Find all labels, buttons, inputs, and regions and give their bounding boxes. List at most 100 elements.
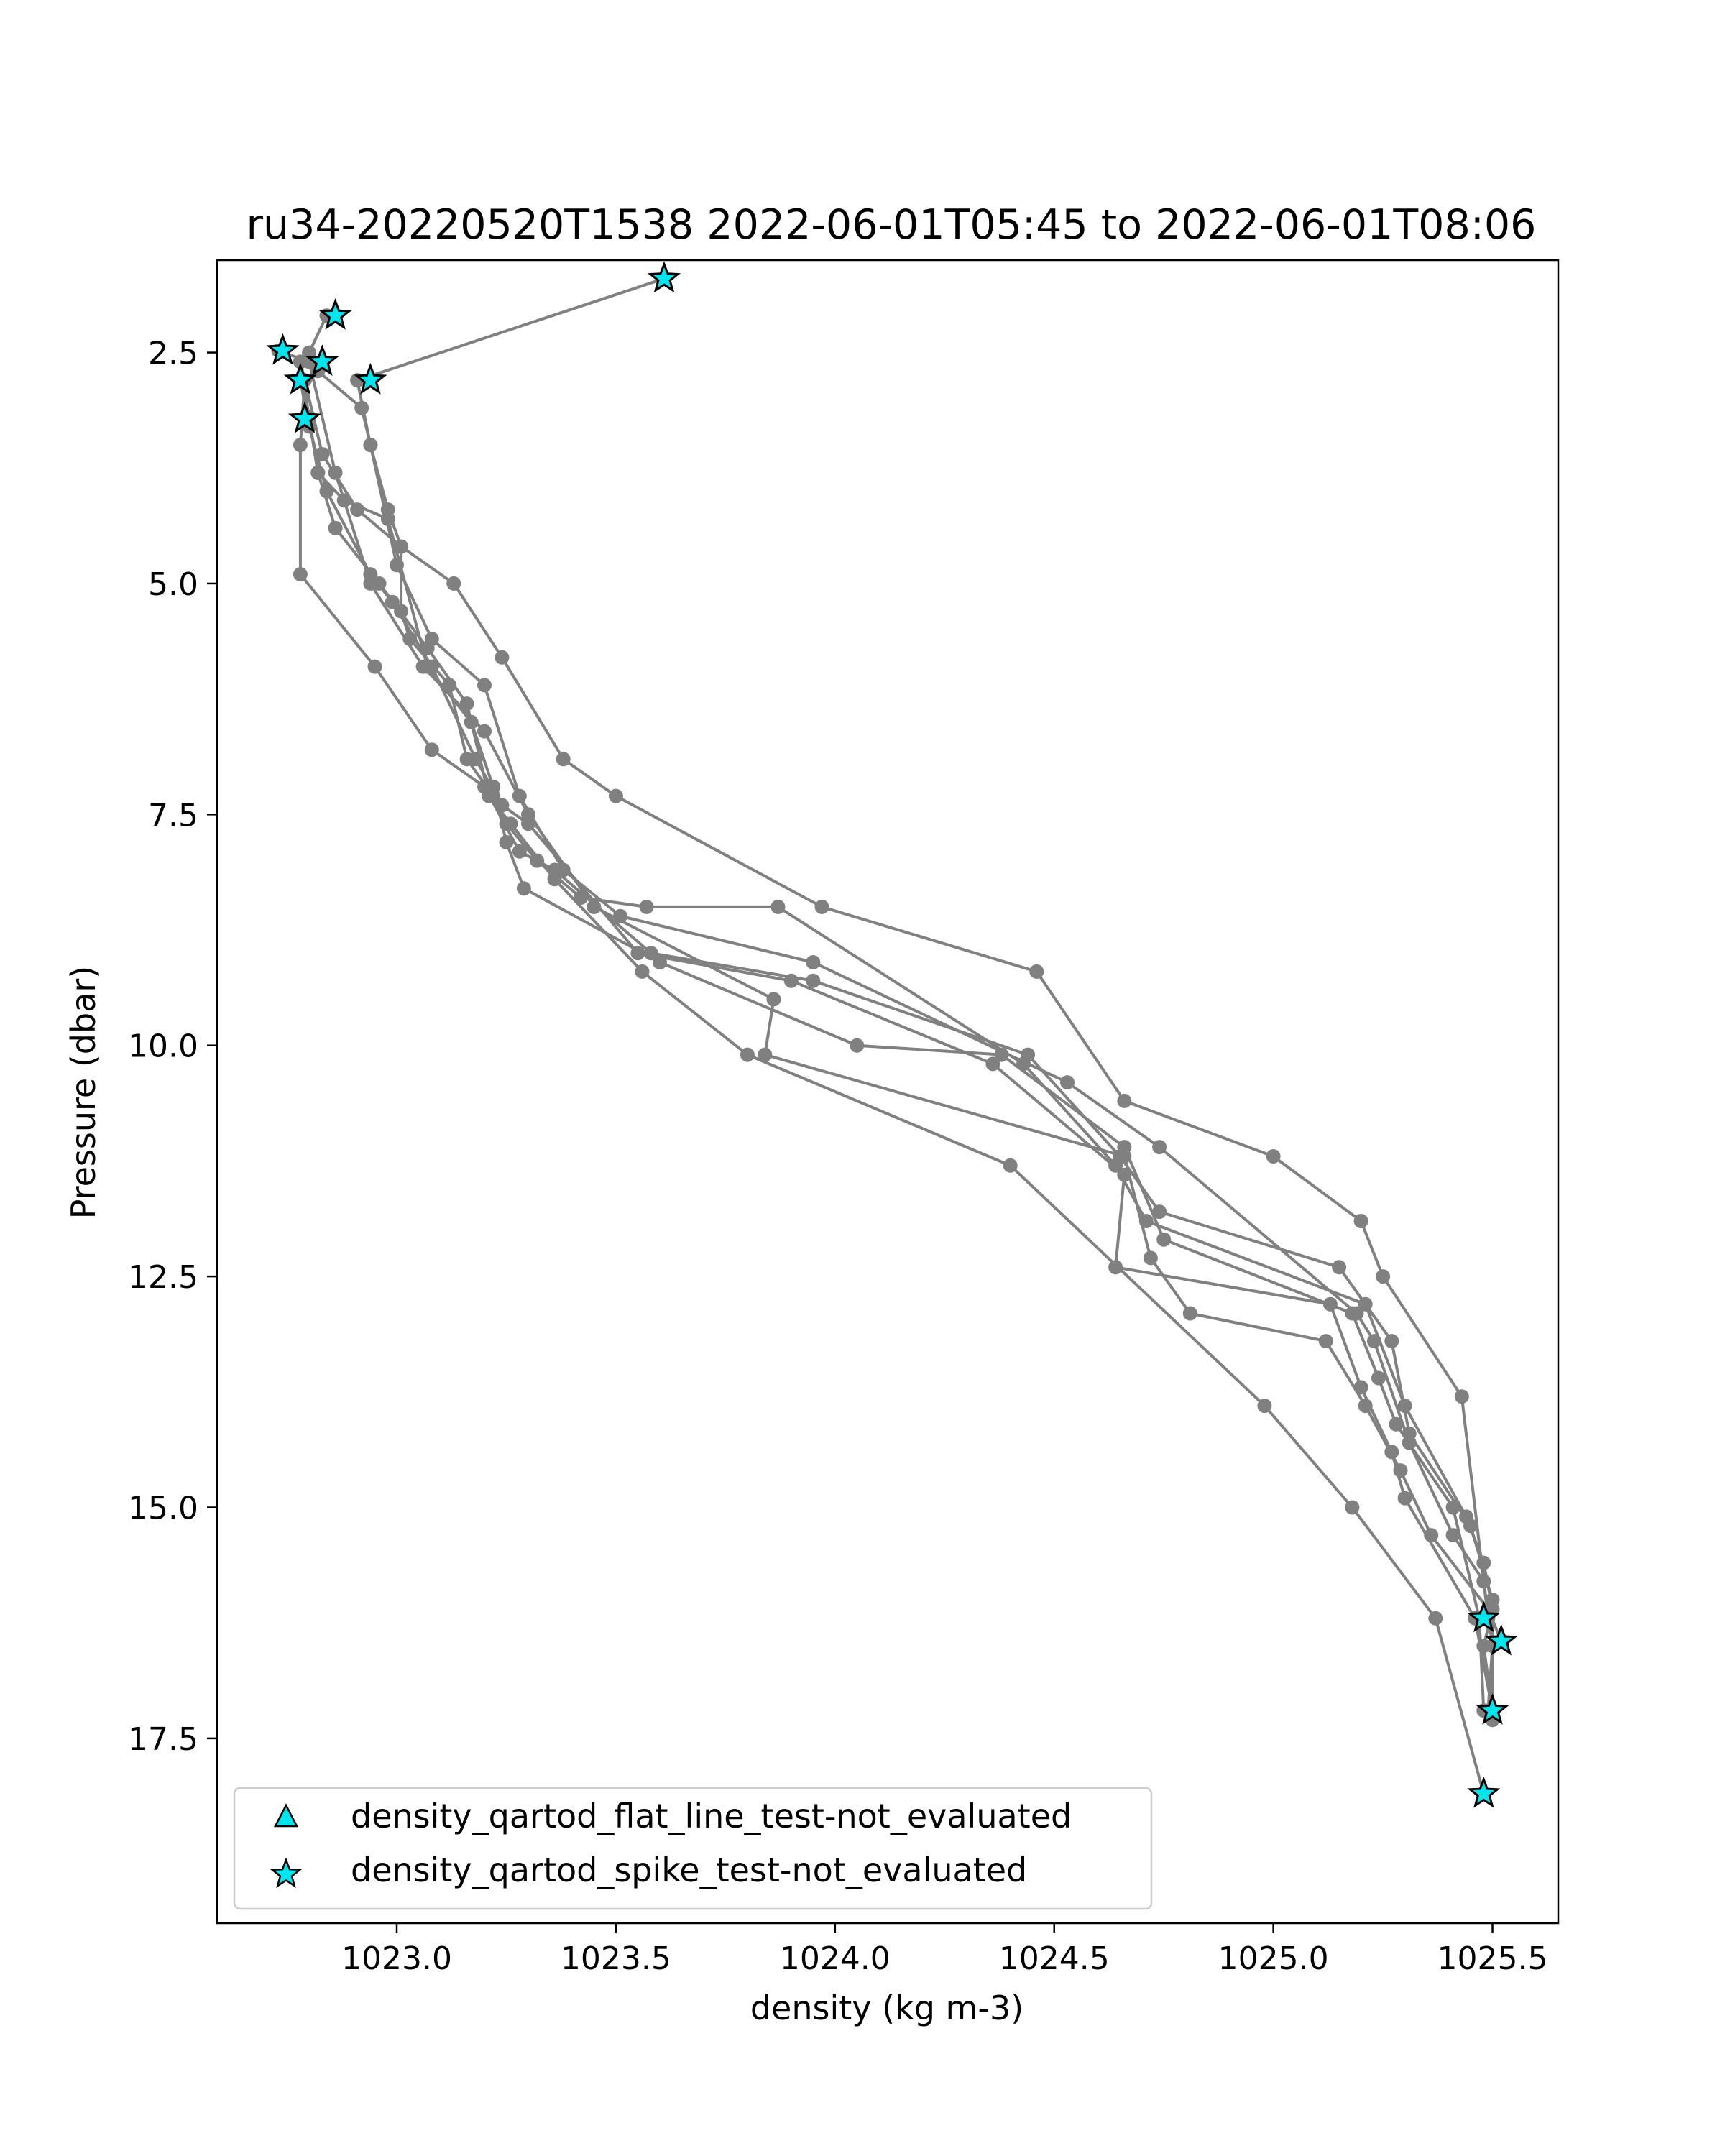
plot-area <box>216 259 1560 1925</box>
data-point <box>1345 1500 1360 1515</box>
x-axis-label: density (kg m-3) <box>750 1989 1024 2027</box>
data-point <box>1384 1445 1399 1460</box>
data-point <box>1353 1380 1368 1395</box>
data-point <box>336 493 351 508</box>
spike-flag-star <box>1467 1600 1501 1633</box>
data-point <box>1152 1140 1167 1155</box>
data-point <box>1318 1334 1333 1349</box>
legend-label-spike: density_qartod_spike_test-not_evaluated <box>351 1851 1027 1889</box>
legend: density_qartod_flat_line_test-not_evalua… <box>233 1787 1153 1910</box>
data-point <box>328 520 343 535</box>
x-tick-label: 1024.5 <box>999 1940 1110 1977</box>
data-point <box>394 604 409 619</box>
data-point <box>1454 1389 1469 1404</box>
data-point <box>1257 1399 1272 1414</box>
data-point <box>1371 1370 1386 1386</box>
legend-triangle-icon <box>273 1803 299 1828</box>
data-point <box>1345 1306 1360 1321</box>
data-point <box>608 788 623 803</box>
data-point <box>350 502 365 517</box>
y-tick-label: 7.5 <box>148 797 198 834</box>
data-point <box>1366 1334 1381 1349</box>
y-tick-label: 15.0 <box>128 1491 198 1527</box>
legend-entry-spike: density_qartod_spike_test-not_evaluated <box>270 1851 1027 1889</box>
x-tick-label: 1023.0 <box>341 1940 452 1977</box>
data-point <box>442 678 457 693</box>
data-point <box>385 594 400 609</box>
data-point <box>1060 1075 1075 1090</box>
data-point <box>1117 1093 1132 1108</box>
legend-label-flat-line: density_qartod_flat_line_test-not_evalua… <box>351 1797 1072 1835</box>
spike-flag-star <box>288 401 322 433</box>
data-point <box>1266 1149 1281 1164</box>
data-point <box>293 567 308 582</box>
data-point <box>740 1047 755 1062</box>
data-point <box>363 438 378 453</box>
data-point <box>293 354 308 369</box>
data-point <box>639 899 654 914</box>
data-point <box>758 1047 773 1062</box>
legend-entry-flat-line: density_qartod_flat_line_test-not_evalua… <box>273 1797 1072 1835</box>
data-point <box>424 742 439 757</box>
spike-flag-star <box>1484 1623 1518 1656</box>
data-point <box>402 632 418 647</box>
data-point <box>310 465 326 480</box>
data-point <box>1021 1047 1036 1062</box>
data-point <box>477 724 492 739</box>
data-point <box>1402 1426 1417 1441</box>
data-point <box>1152 1204 1167 1220</box>
data-point <box>1117 1149 1132 1164</box>
y-tick-label: 5.0 <box>148 566 198 603</box>
plot-frame <box>216 259 1560 1925</box>
data-point <box>850 1038 865 1053</box>
data-point <box>643 946 658 961</box>
profile-line-4 <box>308 417 1486 1711</box>
data-point <box>464 714 479 729</box>
data-point <box>1393 1463 1408 1478</box>
y-axis-label: Pressure (dbar) <box>64 966 103 1219</box>
data-point <box>367 659 382 674</box>
data-point <box>1332 1260 1347 1275</box>
data-point <box>315 447 330 461</box>
spike-flag-star <box>1476 1693 1509 1725</box>
data-point <box>1143 1250 1158 1266</box>
data-point <box>766 992 781 1007</box>
profile-line-8 <box>298 361 1490 1619</box>
data-point <box>806 955 821 969</box>
chart-title: ru34-20220520T1538 2022-06-01T05:45 to 2… <box>247 201 1537 249</box>
data-point <box>574 890 589 905</box>
data-point <box>319 484 334 499</box>
data-point <box>1003 1158 1018 1173</box>
data-point <box>482 788 497 803</box>
data-point <box>1156 1232 1172 1247</box>
data-point <box>1138 1214 1154 1228</box>
spike-flag-star <box>283 362 317 395</box>
data-point <box>783 973 799 988</box>
y-tick-label: 2.5 <box>148 336 198 372</box>
data-point <box>494 650 510 665</box>
data-point <box>1476 1574 1491 1589</box>
data-point <box>1322 1296 1338 1312</box>
data-point <box>1182 1306 1197 1321</box>
data-point <box>516 881 531 896</box>
data-point <box>1428 1611 1443 1626</box>
data-point <box>1358 1296 1373 1312</box>
data-point <box>354 400 369 415</box>
spike-flag-star <box>354 362 387 395</box>
data-point <box>328 465 343 480</box>
data-point <box>424 659 439 674</box>
data-point <box>503 816 518 831</box>
data-point <box>814 899 829 914</box>
data-point <box>613 908 627 923</box>
data-point <box>547 872 562 887</box>
x-tick-label: 1025.0 <box>1218 1940 1329 1977</box>
data-point <box>994 1047 1009 1062</box>
data-point <box>1376 1269 1391 1284</box>
data-point <box>770 899 786 914</box>
data-point <box>1389 1416 1404 1432</box>
data-point <box>630 946 645 961</box>
data-point <box>494 798 510 813</box>
spike-flag-star <box>318 298 352 330</box>
data-point <box>1445 1500 1460 1515</box>
